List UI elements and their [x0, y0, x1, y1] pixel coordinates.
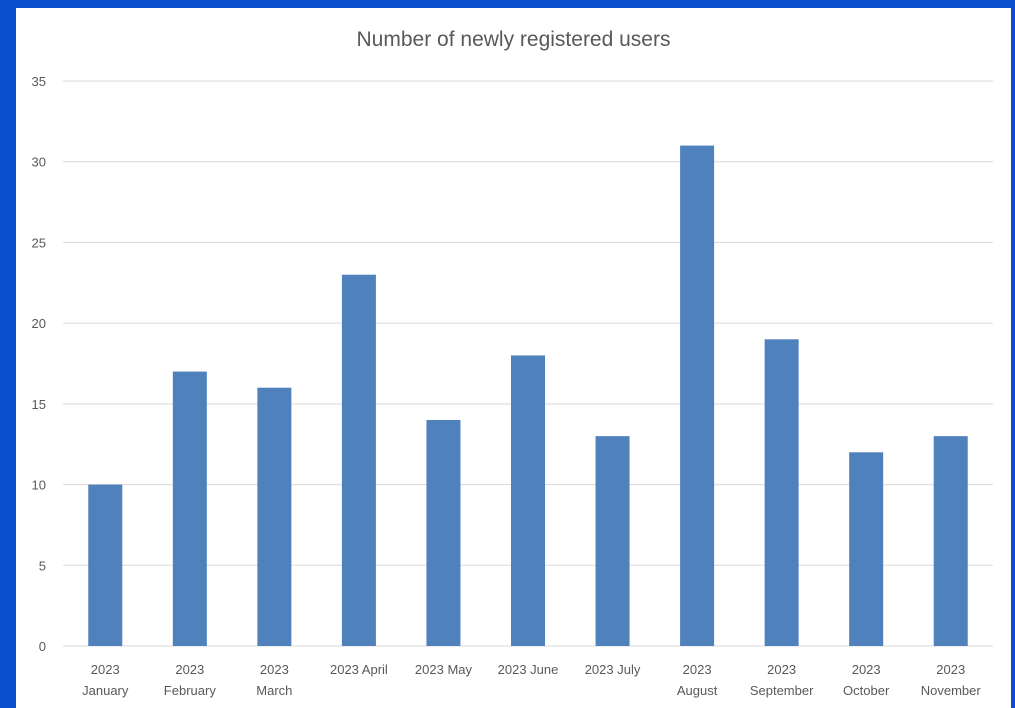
y-tick-label: 15	[32, 397, 46, 412]
bar-chart: 0 5 10 15 20 25 30 35 2023 January 2023 February 202…	[32, 74, 993, 698]
bar	[257, 387, 292, 646]
x-tick-label: 2023 October	[843, 662, 890, 698]
y-tick-label: 35	[32, 74, 46, 89]
x-tick-label: 2023 September	[750, 662, 814, 698]
bar	[764, 339, 799, 646]
x-tick-label: 2023 February	[164, 662, 217, 698]
y-tick-label: 20	[32, 316, 46, 331]
bar	[426, 420, 461, 646]
chart-area: Number of newly registered users 0 5 10 15 2…	[16, 8, 1011, 708]
bar	[933, 436, 968, 646]
y-tick-label: 10	[32, 478, 46, 493]
x-tick-label: 2023 July	[585, 662, 641, 677]
y-tick-label: 5	[39, 558, 46, 573]
bar	[595, 436, 630, 646]
y-tick-label: 25	[32, 235, 46, 250]
bar	[511, 355, 545, 646]
x-tick-label: 2023 April	[330, 662, 388, 677]
y-tick-label: 30	[32, 155, 46, 170]
y-tick-label: 0	[39, 639, 46, 654]
x-tick-label: 2023 June	[498, 662, 559, 677]
bar	[172, 371, 207, 646]
chart-title: Number of newly registered users	[356, 28, 671, 51]
x-tick-label: 2023 August	[677, 662, 718, 698]
bar	[680, 145, 715, 647]
x-tick-label: 2023 May	[415, 662, 473, 677]
x-tick-label: 2023 January	[82, 662, 129, 698]
x-tick-label: 2023 November	[921, 662, 982, 698]
bar	[88, 484, 123, 646]
bar	[849, 452, 884, 646]
bar	[341, 274, 376, 646]
x-tick-label: 2023 March	[256, 662, 292, 698]
